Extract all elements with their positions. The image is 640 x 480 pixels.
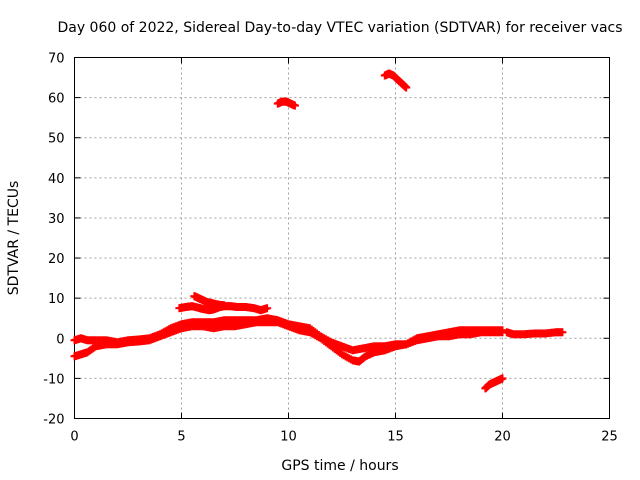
- x-tick-label: 25: [601, 430, 618, 445]
- y-tick-label: 10: [48, 292, 65, 307]
- data-point: [498, 326, 507, 335]
- y-tick-label: 50: [48, 132, 65, 147]
- data-point: [558, 328, 567, 337]
- y-tick-label: -20: [43, 413, 64, 428]
- grid: [74, 57, 610, 419]
- x-tick-label: 5: [177, 430, 185, 445]
- chart-title: Day 060 of 2022, Sidereal Day-to-day VTE…: [57, 20, 622, 36]
- series-outlier-near-60: [273, 97, 299, 110]
- y-tick-label: 40: [48, 172, 65, 187]
- data-point: [498, 374, 507, 383]
- axis-ticks: 0 5 10 15 20 25 -20 -10 0 10 20 30 40 50 60 70: [43, 52, 618, 445]
- x-tick-label: 0: [70, 430, 78, 445]
- y-axis-label: SDTVAR / TECUs: [6, 181, 22, 296]
- y-tick-label: 70: [48, 52, 65, 67]
- series-segment-20-23h: [502, 328, 567, 339]
- y-tick-label: 0: [56, 332, 64, 347]
- series-segment-5.6-7h: [190, 292, 229, 310]
- x-tick-label: 20: [494, 430, 511, 445]
- data-point: [220, 301, 229, 310]
- x-tick-label: 15: [387, 430, 404, 445]
- x-tick-label: 10: [280, 430, 297, 445]
- y-tick-label: 60: [48, 92, 65, 107]
- series-outlier-near-65: [380, 69, 411, 92]
- data-point: [402, 83, 411, 92]
- y-tick-label: 20: [48, 252, 65, 267]
- plot-frame: [74, 57, 610, 419]
- x-axis-label: GPS time / hours: [281, 458, 398, 474]
- data-points: [70, 69, 567, 393]
- series-main-upper-band: [70, 314, 507, 355]
- data-point: [290, 101, 299, 110]
- y-tick-label: 30: [48, 212, 65, 227]
- data-point: [263, 304, 272, 313]
- y-tick-label: -10: [43, 372, 64, 387]
- series-outlier-near-minus-11: [481, 374, 507, 393]
